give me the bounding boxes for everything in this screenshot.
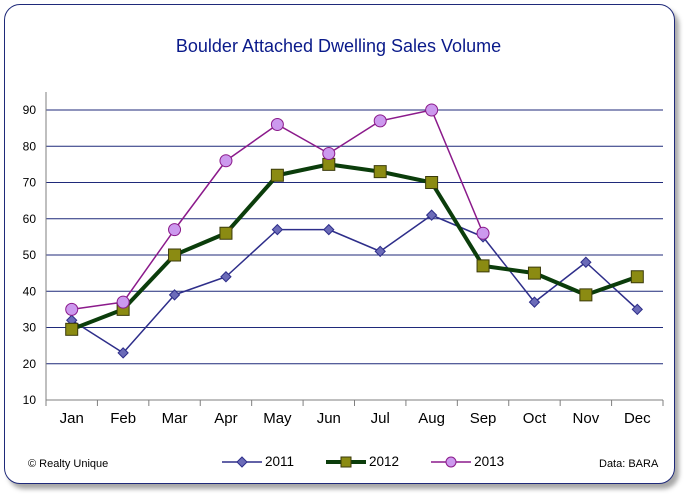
- data-point-2012: [630, 270, 644, 284]
- data-point-2011: [631, 303, 643, 316]
- legend-label: 2011: [265, 454, 295, 469]
- data-point-2013: [219, 154, 233, 168]
- y-tick-labels: 10 20 30 40 50 60 70 80 90: [23, 103, 37, 407]
- data-point-2012: [270, 168, 284, 182]
- y-tick-label: 40: [23, 284, 37, 298]
- data-point-2011: [117, 347, 129, 359]
- x-tick-label: May: [263, 410, 292, 427]
- y-tick-label: 30: [23, 321, 37, 335]
- data-point-2013: [425, 103, 439, 117]
- data-point-2013: [168, 223, 182, 237]
- data-point-2013: [322, 147, 336, 160]
- data-point-2013: [65, 302, 79, 316]
- y-tick-label: 70: [23, 176, 37, 190]
- x-tick-label: Jun: [317, 410, 341, 427]
- legend: 2011 2012 2013: [222, 454, 536, 469]
- data-point-2011: [220, 271, 232, 283]
- x-tick-label: Oct: [523, 410, 547, 427]
- data-source-label: Data: BARA: [599, 458, 659, 470]
- series-line-2013: [71, 109, 484, 311]
- data-point-2013: [270, 118, 284, 131]
- legend-label: 2012: [369, 454, 400, 469]
- legend-swatch: [222, 455, 262, 468]
- x-tick-label: Sep: [470, 410, 497, 427]
- y-tick-label: 60: [23, 212, 37, 226]
- data-point-2012: [373, 165, 387, 179]
- x-tick-label: Feb: [110, 410, 136, 427]
- data-point-2012: [168, 248, 182, 262]
- y-tick-label: 80: [23, 139, 37, 153]
- data-point-2011: [168, 289, 181, 301]
- y-tick-label: 10: [23, 393, 37, 407]
- data-point-2013: [373, 114, 387, 128]
- data-point-2012: [425, 176, 439, 189]
- series-line-2011: [71, 214, 638, 354]
- data-point-2011: [323, 223, 335, 236]
- legend-item-2012: 2012: [326, 454, 399, 469]
- legend-item-2011: 2011: [222, 454, 294, 469]
- data-point-2013: [116, 295, 130, 309]
- data-point-2012: [579, 288, 593, 302]
- legend-swatch: [326, 456, 367, 467]
- legend-item-2013: 2013: [431, 454, 504, 469]
- x-tick-label: Jul: [371, 410, 390, 427]
- chart-title: Boulder Attached Dwelling Sales Volume: [175, 36, 502, 56]
- x-tick-label: Apr: [214, 410, 237, 427]
- y-tick-label: 50: [23, 248, 37, 262]
- data-point-2012: [65, 322, 79, 336]
- x-tick-label: Nov: [573, 410, 600, 427]
- data-point-2012: [527, 266, 541, 280]
- legend-label: 2013: [474, 454, 505, 469]
- x-tick-label: Jan: [60, 410, 84, 427]
- x-tick-label: Mar: [162, 410, 188, 427]
- chart-frame: [4, 4, 675, 484]
- data-point-2011: [580, 256, 592, 268]
- copyright-label: © Realty Unique: [28, 458, 109, 470]
- data-markers: [65, 103, 644, 359]
- data-point-2011: [374, 245, 386, 258]
- y-tick-label: 20: [23, 357, 37, 371]
- x-tick-label: Aug: [418, 410, 445, 427]
- data-point-2012: [219, 226, 233, 240]
- data-point-2012: [322, 157, 336, 171]
- data-point-2013: [476, 226, 490, 240]
- x-tick-label: Dec: [624, 410, 651, 427]
- y-tick-label: 90: [23, 103, 37, 117]
- axes: [45, 92, 664, 406]
- series-line-2012: [70, 162, 638, 332]
- x-tick-labels: Jan Feb Mar Apr May Jun Jul Aug Sep Oct Nov Dec: [60, 410, 652, 427]
- data-point-2012: [476, 259, 490, 273]
- grid-lines: [46, 109, 663, 365]
- legend-swatch: [431, 456, 472, 467]
- data-point-2011: [425, 209, 438, 221]
- data-point-2011: [271, 223, 284, 236]
- data-point-2011: [528, 296, 541, 308]
